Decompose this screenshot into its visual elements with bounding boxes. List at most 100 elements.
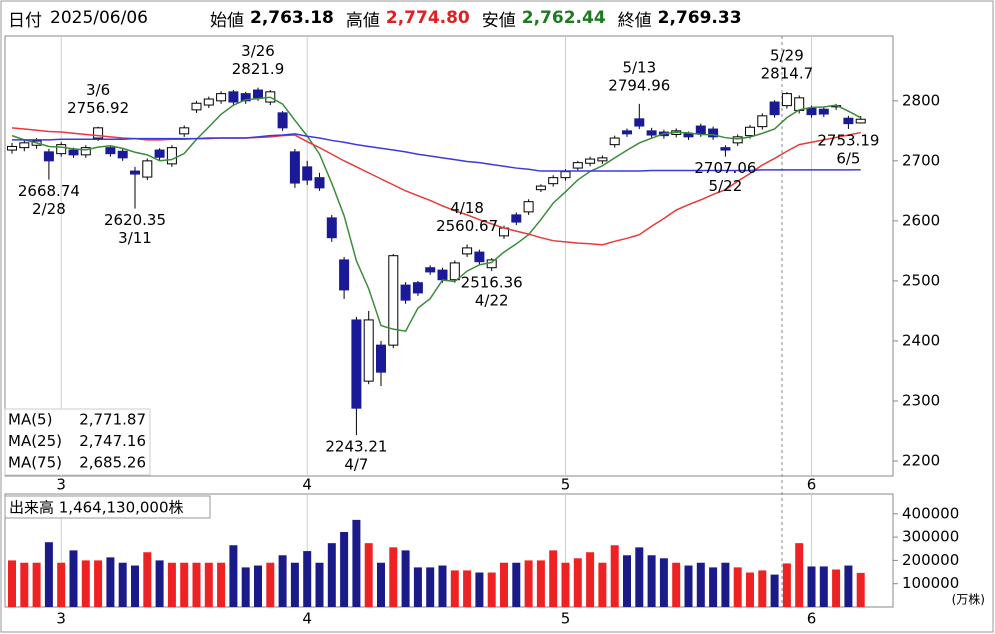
annotation-value: 2821.9 bbox=[232, 60, 285, 78]
volume-bar bbox=[192, 562, 201, 607]
candle-body bbox=[437, 269, 448, 281]
volume-bar bbox=[266, 562, 275, 607]
y-tick-label: 2700 bbox=[902, 151, 940, 169]
candle-body bbox=[548, 177, 559, 185]
candle-body bbox=[253, 89, 263, 99]
y-tick-label: 2400 bbox=[902, 331, 940, 349]
candle-body bbox=[400, 284, 411, 301]
annotation-value: 2756.92 bbox=[67, 99, 129, 117]
field-label: 始値 bbox=[209, 10, 244, 31]
volume-bar bbox=[758, 570, 767, 607]
candle-body bbox=[191, 102, 202, 111]
candle-body bbox=[720, 147, 731, 151]
candle-body bbox=[228, 91, 239, 103]
volume-bar bbox=[610, 545, 619, 607]
volume-bar bbox=[8, 560, 16, 607]
volume-bar bbox=[549, 550, 558, 607]
annotation-date: 4/18 bbox=[450, 199, 484, 217]
volume-bar bbox=[389, 547, 398, 607]
volume-bar bbox=[254, 565, 262, 607]
candle-body bbox=[843, 117, 854, 125]
candle-body bbox=[462, 247, 473, 255]
candle-body bbox=[314, 177, 325, 189]
volume-bar bbox=[561, 562, 570, 607]
volume-bar bbox=[413, 567, 422, 607]
candle-body bbox=[757, 115, 768, 128]
volume-bar bbox=[450, 570, 459, 607]
volume-bar bbox=[807, 566, 816, 607]
volume-bar bbox=[746, 572, 754, 607]
y-tick-label: 2200 bbox=[902, 451, 940, 469]
field-value: 2,762.44 bbox=[521, 8, 606, 28]
volume-bar bbox=[81, 560, 90, 607]
candle-body bbox=[523, 201, 534, 213]
x-tick-label: 3 bbox=[56, 476, 66, 494]
candle-body bbox=[745, 126, 755, 137]
annotation-value: 2560.67 bbox=[436, 217, 498, 235]
candle-body bbox=[289, 151, 300, 184]
volume-bar bbox=[709, 567, 718, 607]
candle-body bbox=[326, 217, 337, 239]
volume-bar bbox=[770, 574, 779, 607]
volume-bar bbox=[598, 562, 607, 607]
volume-bar bbox=[426, 567, 435, 607]
candle-body bbox=[486, 259, 497, 269]
volume-bar bbox=[20, 562, 29, 607]
candle-body bbox=[695, 125, 706, 135]
annotation-date: 4/22 bbox=[475, 292, 509, 310]
volume-bar bbox=[856, 572, 865, 607]
annotation-value: 2794.96 bbox=[608, 76, 670, 94]
volume-bar bbox=[131, 565, 139, 607]
volume-bar bbox=[229, 545, 238, 607]
candle-body bbox=[117, 150, 128, 159]
y-tick-label: 2300 bbox=[902, 391, 940, 409]
date-label: 日付 bbox=[8, 10, 42, 31]
candle-body bbox=[609, 137, 620, 146]
candle-body bbox=[93, 127, 104, 139]
date-value: 2025/06/06 bbox=[50, 8, 148, 28]
candle-body bbox=[474, 251, 485, 263]
legend-name: MA(75) bbox=[8, 454, 62, 472]
candle-body bbox=[412, 282, 423, 294]
y-tick-label: 2500 bbox=[902, 271, 940, 289]
volume-bar bbox=[536, 560, 545, 607]
annotation-value: 2814.7 bbox=[761, 65, 814, 83]
volume-unit: (万株) bbox=[952, 592, 985, 607]
x-tick-label: 6 bbox=[807, 476, 817, 494]
y-tick-label: 2600 bbox=[902, 211, 940, 229]
annotation-value: 2707.06 bbox=[694, 159, 756, 177]
volume-bar bbox=[684, 565, 693, 607]
volume-bar bbox=[241, 567, 250, 607]
volume-bar bbox=[340, 531, 349, 607]
candle-body bbox=[683, 133, 694, 138]
candle-body bbox=[572, 162, 583, 169]
candle-body bbox=[769, 101, 780, 116]
volume-bar bbox=[303, 551, 312, 607]
candle-body bbox=[130, 170, 140, 175]
field-value: 2,763.18 bbox=[249, 8, 334, 28]
volume-bar bbox=[377, 562, 385, 607]
candle-body bbox=[80, 147, 91, 156]
candle-body bbox=[560, 171, 571, 179]
annotation-date: 2/28 bbox=[32, 200, 66, 218]
volume-bar bbox=[352, 519, 361, 607]
candle-body bbox=[388, 255, 399, 346]
candle-body bbox=[339, 259, 350, 291]
candle-body bbox=[708, 128, 719, 138]
legend-value: 2,685.26 bbox=[79, 454, 146, 472]
volume-bar bbox=[795, 543, 804, 607]
volume-bar bbox=[327, 543, 336, 607]
annotation-date: 3/6 bbox=[86, 81, 110, 99]
candle-body bbox=[216, 93, 227, 102]
annotation-value: 2620.35 bbox=[104, 211, 166, 229]
candle-body bbox=[154, 149, 165, 158]
volume-bar bbox=[180, 562, 189, 607]
candle-body bbox=[363, 319, 374, 382]
candle-body bbox=[68, 149, 79, 156]
annotation-date: 4/7 bbox=[344, 456, 368, 474]
ma-line bbox=[11, 96, 862, 333]
candle-body bbox=[240, 93, 251, 102]
legend-name: MA(5) bbox=[8, 411, 52, 429]
candle-body bbox=[43, 151, 54, 162]
